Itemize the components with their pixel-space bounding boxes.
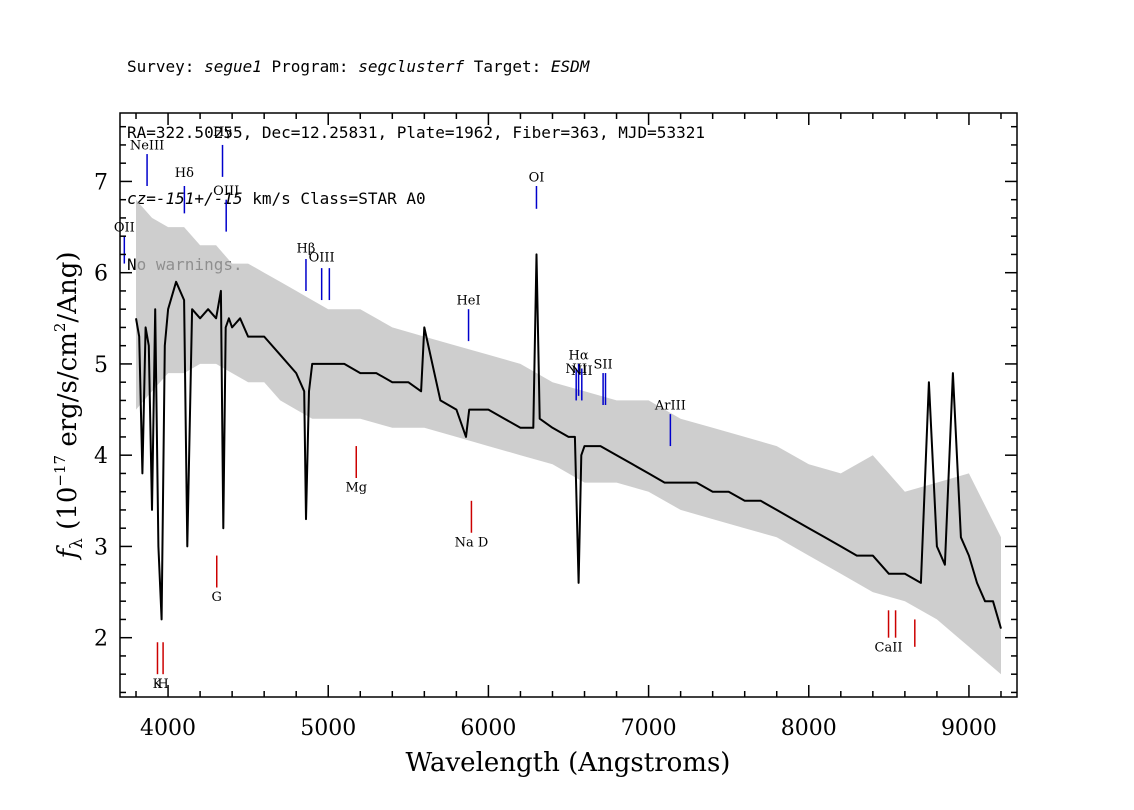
flux-line-layer	[135, 253, 1002, 629]
spectrum-header: Survey: segue1 Program: segclusterf Targ…	[127, 12, 705, 298]
y-tick-label: 7	[94, 170, 108, 195]
absorption-line-label: Mg	[345, 481, 367, 496]
target-label: Target:	[464, 57, 551, 76]
x-tick-label: 5000	[300, 716, 356, 741]
header-line-survey: Survey: segue1 Program: segclusterf Targ…	[127, 56, 705, 78]
y-tick-label: 6	[94, 262, 108, 287]
emission-line-label: NeIII	[130, 139, 164, 154]
target-value: ESDM	[550, 57, 590, 76]
program-value: segclusterf	[358, 57, 465, 76]
absorption-line-label: CaII	[875, 640, 903, 655]
emission-line-label: Hγ	[213, 125, 232, 140]
x-tick-label: 6000	[460, 716, 516, 741]
header-line-redshift: cz=-151+/-15 km/s Class=STAR A0	[127, 188, 705, 210]
y-title-lambda: λ	[67, 538, 87, 549]
y-tick-label: 4	[94, 444, 108, 469]
x-tick-label: 9000	[941, 716, 997, 741]
program-label: Program:	[261, 57, 359, 76]
emission-line-label: Hδ	[175, 166, 194, 181]
emission-line-label: HeI	[456, 294, 480, 309]
y-title-exp2: 2	[51, 323, 69, 333]
y-axis-title: fλ (10−17 erg/s/cm2/Ang)	[51, 252, 87, 561]
y-title-pre: (10	[53, 487, 83, 539]
x-tick-label: 4000	[140, 716, 196, 741]
x-tick-label: 7000	[621, 716, 677, 741]
cz-units-class: km/s Class=STAR A0	[242, 189, 426, 208]
absorption-line-label: H	[157, 677, 168, 692]
x-axis-title: Wavelength (Angstroms)	[406, 748, 731, 778]
y-tick-label: 5	[94, 353, 108, 378]
emission-line-label: Hβ	[297, 242, 316, 257]
absorption-line-label: Na D	[455, 535, 489, 550]
y-tick-label: 2	[94, 627, 108, 652]
y-title-mid: erg/s/cm	[53, 332, 83, 455]
y-tick-label: 3	[94, 535, 108, 560]
axes-ticks: 4000 5000 6000 7000 8000 9000 2 3 4 5 6 7	[94, 113, 1017, 741]
flux-line	[135, 253, 1002, 629]
emission-line-label: OIII	[309, 251, 335, 266]
survey-label: Survey:	[127, 57, 205, 76]
emission-line-label: NII	[571, 364, 593, 379]
emission-line-label: OI	[529, 170, 545, 185]
plot-frame	[119, 112, 1018, 698]
emission-line-label: ArIII	[654, 399, 686, 414]
x-tick-label: 8000	[781, 716, 837, 741]
y-title-post: /Ang)	[53, 252, 83, 323]
absorption-line-label: K	[153, 677, 163, 692]
survey-value: segue1	[204, 57, 262, 76]
emission-line-label: OIII	[213, 184, 239, 199]
header-line-coords: RA=322.50255, Dec=12.25831, Plate=1962, …	[127, 123, 705, 142]
emission-line-label: SII	[594, 358, 613, 373]
emission-line-label: OII	[114, 221, 135, 236]
absorption-line-label: G	[212, 590, 222, 605]
y-title-exp1: −17	[51, 455, 69, 487]
emission-line-label: Hα	[569, 348, 589, 363]
